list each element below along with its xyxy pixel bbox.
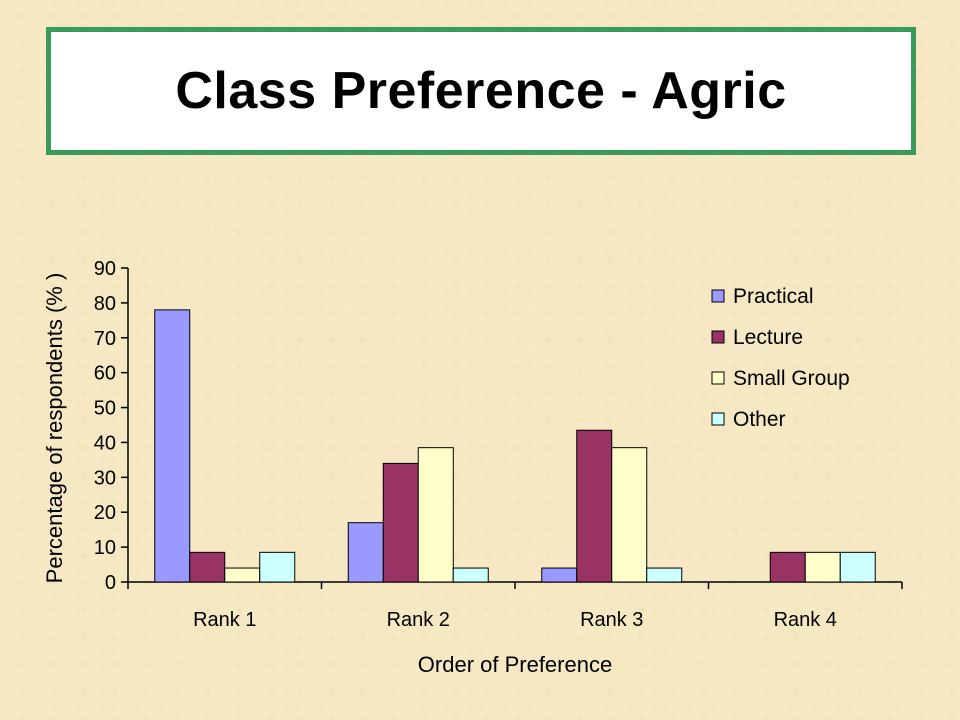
legend-swatch — [711, 412, 725, 426]
bar-practical-rank-2 — [347, 522, 384, 583]
y-tick-label: 80 — [94, 293, 116, 315]
x-axis: Rank 1 Rank 2 Rank 3 Rank 4 — [127, 581, 903, 631]
y-tick-label: 50 — [94, 398, 116, 420]
bar-practical-rank-1 — [154, 309, 191, 583]
y-tick-label: 60 — [94, 363, 116, 385]
legend-label: Practical — [733, 285, 814, 308]
y-tick-label: 40 — [94, 432, 116, 454]
bar-small-group-rank-2 — [417, 447, 454, 583]
y-tick-label: 90 — [94, 258, 116, 280]
bar-lecture-rank-4 — [769, 551, 806, 583]
y-axis-title: Percentage of respondents (% ) — [42, 273, 67, 584]
y-tick-label: 70 — [94, 328, 116, 350]
bar-small-group-rank-1 — [224, 567, 261, 583]
bar-small-group-rank-4 — [804, 551, 841, 583]
bar-lecture-rank-3 — [576, 429, 613, 583]
legend-swatch — [711, 330, 725, 344]
bars — [154, 309, 876, 583]
y-axis: 0 10 20 30 40 50 60 70 80 90 — [94, 258, 129, 594]
title-box: Class Preference - Agric — [46, 27, 916, 155]
bar-lecture-rank-1 — [189, 551, 226, 583]
legend-label: Small Group — [733, 367, 850, 390]
bar-other-rank-3 — [646, 567, 683, 583]
x-axis-title: Order of Preference — [418, 652, 612, 677]
bar-lecture-rank-2 — [382, 462, 419, 583]
legend-label: Lecture — [733, 326, 803, 349]
bar-other-rank-1 — [259, 551, 296, 583]
x-category-label: Rank 4 — [774, 609, 837, 631]
bar-other-rank-2 — [452, 567, 489, 583]
y-tick-label: 30 — [94, 467, 116, 489]
y-tick-label: 10 — [94, 537, 116, 559]
y-tick-label: 0 — [105, 572, 116, 594]
legend-swatch — [711, 371, 725, 385]
bar-other-rank-4 — [839, 551, 876, 583]
y-tick-label: 20 — [94, 502, 116, 524]
slide-title: Class Preference - Agric — [175, 62, 787, 120]
bar-practical-rank-3 — [541, 567, 578, 583]
x-category-label: Rank 2 — [387, 609, 450, 631]
x-category-label: Rank 3 — [580, 609, 643, 631]
x-category-label: Rank 1 — [193, 609, 256, 631]
legend: Practical Lecture Small Group Other — [711, 285, 850, 431]
legend-label: Other — [733, 408, 786, 431]
legend-swatch — [711, 289, 725, 303]
bar-small-group-rank-3 — [611, 447, 648, 583]
